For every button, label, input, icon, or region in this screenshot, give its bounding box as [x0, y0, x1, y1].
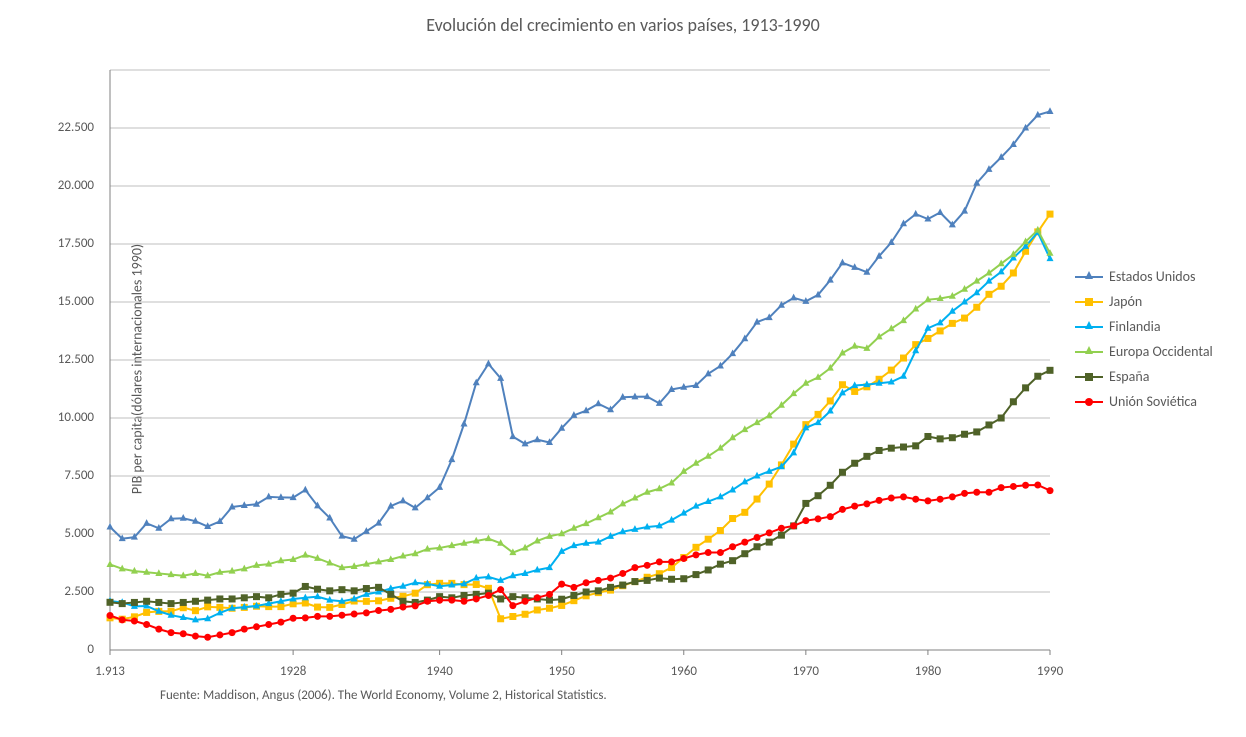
legend-item: España [1075, 368, 1235, 385]
legend-swatch [1075, 351, 1103, 353]
x-tick-label: 1960 [664, 664, 704, 679]
y-tick-label: 5.000 [64, 526, 94, 541]
legend-item: Estados Unidos [1075, 268, 1235, 285]
legend-label: Finlandia [1109, 318, 1161, 335]
y-tick-label: 2.500 [64, 584, 94, 599]
legend-item: Unión Soviética [1075, 393, 1235, 410]
y-tick-label: 20.000 [58, 178, 94, 193]
legend-item: Finlandia [1075, 318, 1235, 335]
legend-swatch [1075, 301, 1103, 303]
legend-label: España [1109, 368, 1149, 385]
chart-legend: Estados Unidos Japón Finlandia Europa Oc… [1075, 260, 1235, 418]
y-tick-label: 17.500 [58, 236, 94, 251]
legend-label: Estados Unidos [1109, 268, 1196, 285]
legend-item: Japón [1075, 293, 1235, 310]
x-tick-label: 1928 [273, 664, 313, 679]
legend-swatch [1075, 401, 1103, 403]
legend-label: Unión Soviética [1109, 393, 1197, 410]
y-tick-label: 12.500 [58, 352, 94, 367]
legend-label: Japón [1109, 293, 1142, 310]
y-tick-label: 22.500 [58, 120, 94, 135]
legend-swatch [1075, 376, 1103, 378]
y-tick-label: 10.000 [58, 410, 94, 425]
legend-item: Europa Occidental [1075, 343, 1235, 360]
x-tick-label: 1940 [420, 664, 460, 679]
x-tick-label: 1.913 [90, 664, 130, 679]
legend-swatch [1075, 276, 1103, 278]
y-tick-label: 0 [87, 642, 94, 657]
x-tick-label: 1980 [908, 664, 948, 679]
legend-label: Europa Occidental [1109, 343, 1213, 360]
x-tick-label: 1990 [1030, 664, 1070, 679]
x-tick-label: 1970 [786, 664, 826, 679]
chart-title: Evolución del crecimiento en varios país… [0, 14, 1246, 36]
x-tick-label: 1950 [542, 664, 582, 679]
y-tick-label: 7.500 [64, 468, 94, 483]
chart-plot-area [100, 60, 1060, 660]
legend-swatch [1075, 326, 1103, 328]
chart-source-footnote: Fuente: Maddison, Angus (2006). The Worl… [160, 688, 607, 703]
y-tick-label: 15.000 [58, 294, 94, 309]
